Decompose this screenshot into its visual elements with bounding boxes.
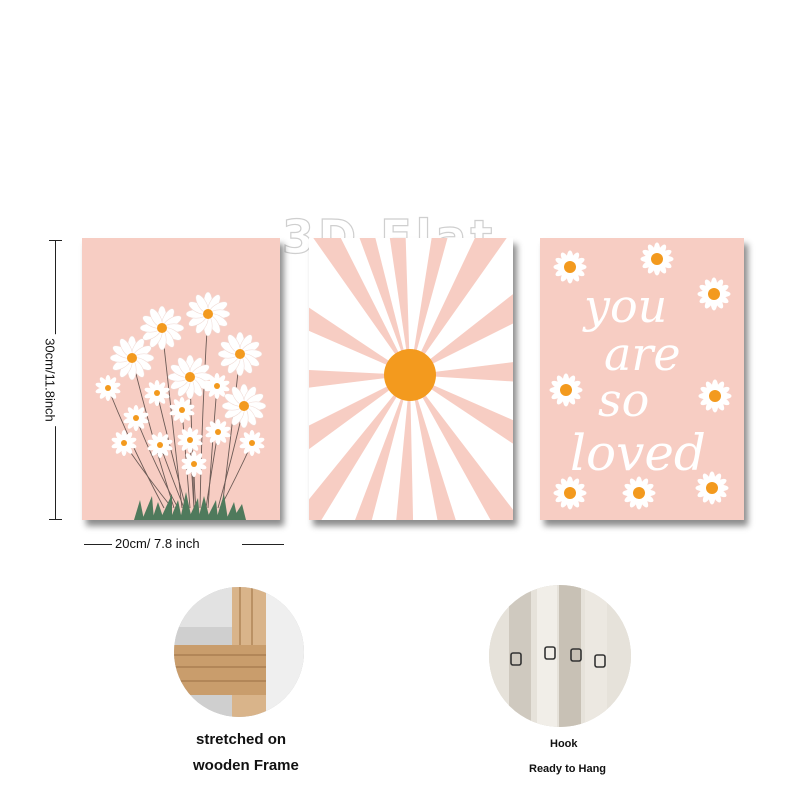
width-label: 20cm/ 7.8 inch [115, 536, 200, 551]
panel-you-are-so-loved: you are so loved [540, 238, 744, 520]
hook-caption-line-2: Ready to Hang [529, 763, 607, 775]
wooden-frame-photo [174, 587, 304, 717]
script-line-4: loved [570, 424, 706, 482]
panel-daisy-sunburst [309, 238, 513, 520]
daisy-bouquet-illustration [94, 291, 267, 520]
daisy-sunburst-illustration [309, 238, 513, 520]
daisy-center [384, 349, 436, 401]
so-loved-illustration: you are so loved [549, 242, 732, 510]
script-line-2: are [604, 327, 681, 381]
script-line-3: so [598, 373, 649, 427]
panel-daisy-bouquet [82, 238, 280, 520]
hook-photo [489, 585, 631, 727]
frame-caption-line-2: wooden Frame [193, 757, 299, 774]
height-label: 30cm/11.8inch [42, 334, 58, 426]
frame-caption-line-1: stretched on [196, 731, 287, 748]
hook-caption-line-1: Hook [550, 738, 578, 750]
script-line-1: you [582, 279, 667, 333]
